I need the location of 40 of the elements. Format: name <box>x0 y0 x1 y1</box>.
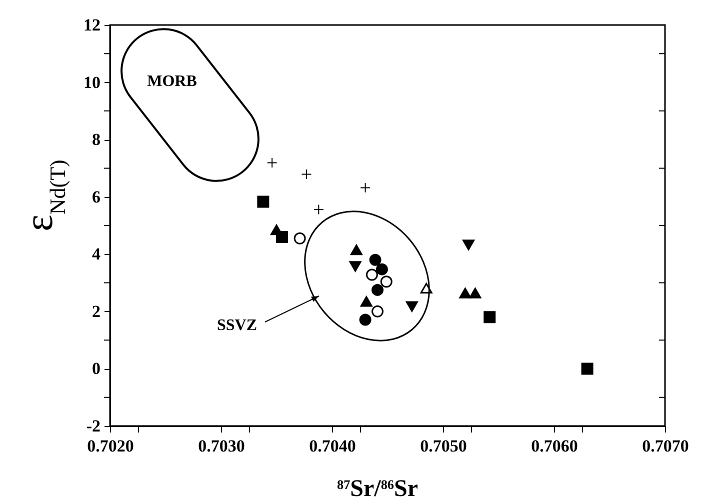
annotation: MORB <box>147 73 198 90</box>
point <box>581 362 594 375</box>
point <box>359 314 372 326</box>
y-tick-label: 0 <box>92 359 100 378</box>
point <box>372 305 384 318</box>
point <box>462 240 475 250</box>
point <box>257 196 270 208</box>
y-tick-label: 2 <box>92 302 100 321</box>
y-tick-label: 8 <box>92 130 100 150</box>
annotation: SSVZ <box>216 317 258 334</box>
x-tick-label: 0.7040 <box>309 436 356 456</box>
x-tick-label: 0.7030 <box>198 436 245 456</box>
point <box>360 296 372 307</box>
x-tick-label: 0.7050 <box>420 436 467 456</box>
point <box>350 244 362 256</box>
point <box>484 311 496 324</box>
y-tick-label: -2 <box>86 416 100 436</box>
point <box>266 158 278 168</box>
y-tick-label: 4 <box>92 244 101 264</box>
x-tick-label: 0.7070 <box>642 436 689 456</box>
x-axis-title: $^{87}$Sr/$^{86}$Sr <box>336 476 418 502</box>
point <box>349 261 362 272</box>
point <box>360 182 371 193</box>
point <box>294 232 306 244</box>
x-tick-label: 0.7060 <box>531 436 578 456</box>
point <box>369 254 382 266</box>
point <box>270 224 282 236</box>
point <box>313 204 324 215</box>
y-tick-label: 12 <box>84 16 100 34</box>
point <box>459 288 472 298</box>
y-tick-label: 6 <box>92 187 100 206</box>
point <box>380 276 392 288</box>
point <box>372 284 384 296</box>
y-tick-label: 10 <box>84 72 100 92</box>
point <box>366 268 378 281</box>
point <box>406 301 418 312</box>
point <box>301 168 312 180</box>
x-tick-label: 0.7020 <box>87 436 134 456</box>
point <box>469 288 482 298</box>
point <box>376 263 388 276</box>
